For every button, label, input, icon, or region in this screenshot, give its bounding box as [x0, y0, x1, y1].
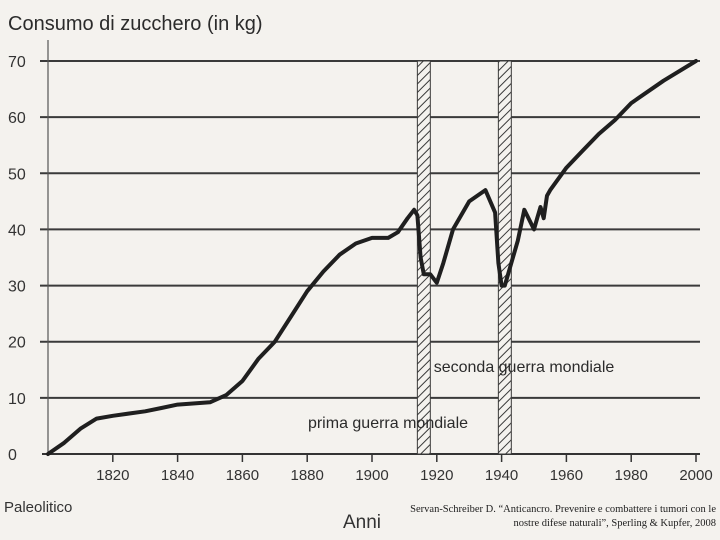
war-annotation-label: seconda guerra mondiale	[434, 359, 615, 376]
y-tick-label: 40	[8, 222, 26, 239]
x-tick-label: 1920	[420, 467, 453, 484]
war-period-band	[416, 60, 431, 455]
source-citation: Servan-Schreiber D. “Anticancro. Preveni…	[410, 504, 716, 529]
y-tick-label: 30	[8, 279, 26, 296]
y-tick-label: 0	[8, 447, 17, 464]
chart-title: Consumo di zucchero (in kg)	[8, 13, 263, 35]
x-tick-label: 1820	[96, 467, 129, 484]
x-tick-label: 1860	[226, 467, 259, 484]
y-tick-label: 70	[8, 54, 26, 71]
y-tick-label: 60	[8, 110, 26, 127]
consumption-line	[46, 59, 698, 456]
y-tick-label: 20	[8, 335, 26, 352]
x-tick-label: 1960	[550, 467, 583, 484]
x-tick-label: 2000	[679, 467, 712, 484]
x-tick-label: 1900	[355, 467, 388, 484]
x-axis-label: Anni	[343, 512, 381, 533]
x-tick-label: 1980	[615, 467, 648, 484]
war-annotation-label: prima guerra mondiale	[308, 415, 468, 432]
y-tick-label: 50	[8, 166, 26, 183]
x-tick-label: 1840	[161, 467, 194, 484]
x-tick-label: 1940	[485, 467, 518, 484]
war-period-band	[497, 60, 512, 455]
x-tick-label: 1880	[291, 467, 324, 484]
y-tick-label: 10	[8, 391, 26, 408]
x-origin-label: Paleolitico	[4, 499, 72, 516]
